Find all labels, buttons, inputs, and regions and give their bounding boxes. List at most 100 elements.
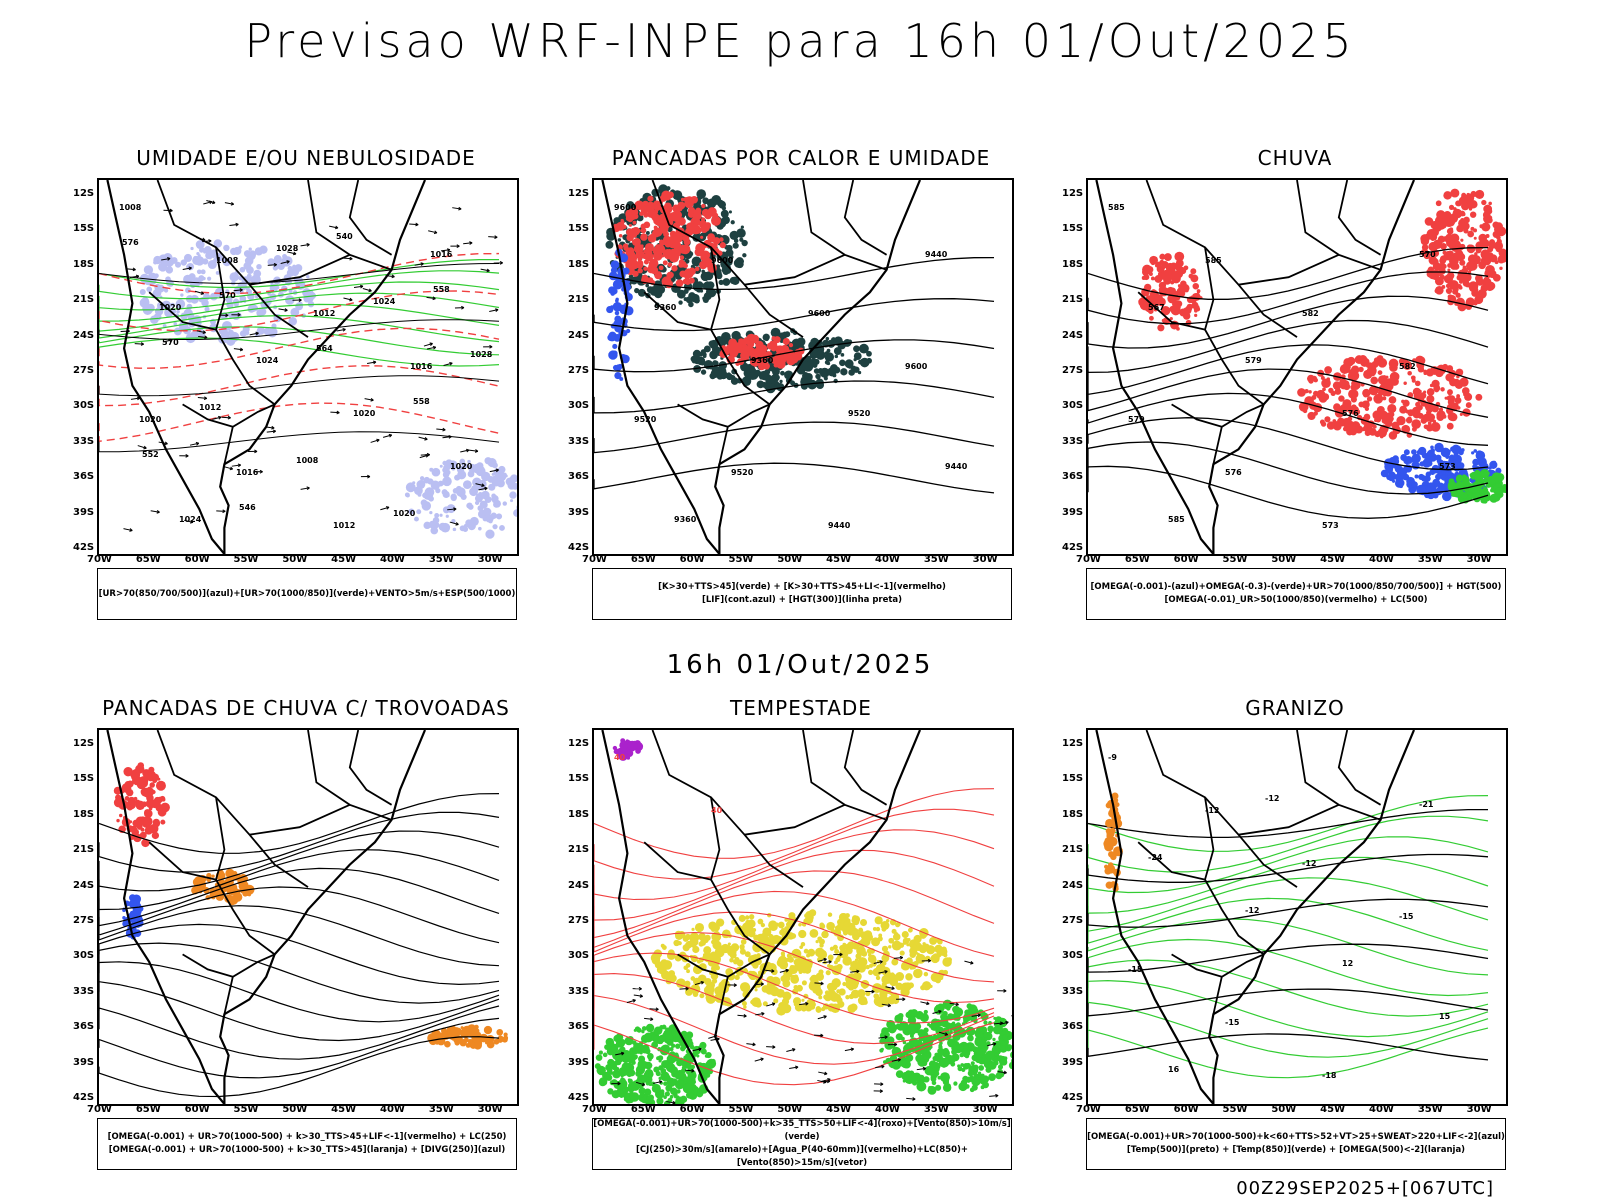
field-dot [645, 283, 649, 288]
wind-arrowhead [912, 1097, 916, 1101]
contour-label: 9360 [654, 303, 677, 312]
wind-arrow [999, 1021, 1009, 1026]
field-dot [1350, 373, 1356, 378]
longitude-tick: 35W [1417, 554, 1443, 565]
wind-arrow [475, 483, 485, 487]
wind-arrow [906, 1097, 916, 1100]
longitude-tick: 35W [923, 1104, 949, 1115]
field-dot [1159, 253, 1166, 260]
field-dot [1446, 271, 1455, 280]
latitude-tick: 27S [73, 915, 95, 926]
field-dot [1441, 216, 1450, 225]
field-dot [1389, 359, 1396, 366]
field-dot [621, 1062, 630, 1071]
field-dot [719, 242, 726, 249]
field-dot [444, 1040, 451, 1048]
field-dot [879, 990, 888, 1000]
field-dot [836, 963, 843, 971]
contour-label: 564 [316, 344, 333, 353]
longitude-tick: 35W [1417, 1104, 1443, 1115]
field-dot [197, 254, 201, 258]
legend-line: [OMEGA(-0.001)+UR>70(1000-500)+k<60+TTS>… [1087, 1132, 1505, 1142]
wind-arrowhead [432, 296, 436, 301]
field-dot [704, 222, 711, 229]
field-dot [136, 824, 143, 830]
wind-arrowhead [286, 260, 290, 264]
field-dot [513, 509, 517, 517]
field-dot [661, 1024, 667, 1030]
field-dot [762, 1001, 768, 1007]
latitude-tick: 15S [73, 223, 95, 235]
field-dot [1147, 308, 1154, 314]
field-dot [856, 946, 866, 956]
field-dot [643, 1088, 652, 1096]
field-dot [961, 1067, 966, 1072]
field-dot [796, 963, 806, 973]
field-dot [610, 1045, 619, 1053]
field-dot [1377, 370, 1383, 375]
contour-label: 567 [1148, 303, 1165, 312]
field-dot [792, 997, 802, 1006]
wind-arrow [343, 257, 353, 260]
field-dot [782, 991, 792, 1001]
contour-label: 9520 [731, 468, 754, 477]
streamline [99, 942, 500, 1004]
field-dot [428, 495, 434, 502]
field-dot [282, 254, 288, 259]
field-dot [1302, 408, 1308, 414]
field-dot [1445, 192, 1452, 199]
field-dot [1188, 273, 1194, 279]
wind-arrowhead [208, 239, 212, 243]
field-dot [1349, 389, 1359, 399]
field-dot [823, 994, 828, 1000]
field-dot [507, 480, 517, 490]
field-dot [633, 243, 644, 254]
field-dot [825, 336, 830, 341]
wind-arrow [875, 1065, 885, 1069]
temp-500-contour [1088, 1033, 1489, 1061]
field-dot [818, 995, 823, 1000]
latitude-tick: 42S [568, 542, 590, 553]
wind-arrowhead [792, 1048, 796, 1052]
field-dot [1342, 382, 1346, 386]
precip-field-band [1297, 355, 1483, 440]
field-dot [155, 288, 162, 295]
field-dot [747, 343, 754, 349]
field-dot [509, 491, 517, 499]
field-dot [939, 947, 948, 956]
west-coastline [106, 180, 226, 554]
field-dot [1470, 226, 1475, 231]
field-dot [1467, 230, 1475, 238]
field-dot [1350, 396, 1357, 403]
state-border [223, 403, 275, 465]
field-dot [595, 1054, 603, 1061]
height-300-contour [594, 339, 995, 373]
wind-arrowhead [204, 335, 208, 340]
field-dot [922, 943, 931, 952]
latitude-tick: 42S [568, 1092, 590, 1103]
field-dot [771, 336, 776, 341]
field-dot [416, 488, 420, 492]
field-dot [1434, 285, 1444, 295]
field-dot [913, 960, 919, 967]
wind-arrow [478, 487, 488, 491]
field-dot [632, 260, 637, 265]
field-dot [815, 940, 819, 944]
field-dot [721, 206, 727, 211]
field-dot [913, 944, 917, 948]
field-dot [1423, 371, 1428, 376]
wind-arrow [635, 1081, 645, 1086]
streamline [99, 811, 500, 873]
field-dot [653, 1087, 658, 1092]
temp-850-contour [1088, 918, 1489, 976]
field-dot [1396, 476, 1401, 481]
field-dot [1428, 256, 1438, 265]
field-dot [643, 1032, 654, 1043]
field-dot [769, 986, 780, 997]
wind-arrowhead [349, 297, 353, 302]
field-dot [1400, 454, 1408, 461]
field-dot [1431, 379, 1440, 388]
field-dot [647, 1052, 654, 1060]
wind-arrow [280, 260, 290, 264]
field-dot [643, 1044, 649, 1050]
